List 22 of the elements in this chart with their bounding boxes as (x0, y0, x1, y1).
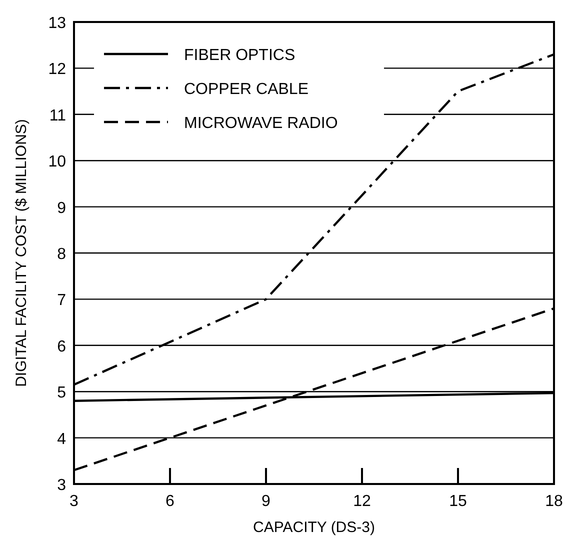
x-tick-label: 18 (545, 493, 563, 510)
x-tick-label: 6 (166, 493, 175, 510)
y-tick-label: 8 (57, 246, 66, 263)
y-tick-label: 11 (49, 107, 66, 124)
y-tick-label: 10 (48, 154, 66, 171)
y-tick-label: 6 (57, 338, 66, 356)
x-tick-label: 12 (353, 493, 371, 510)
y-tick-label: 12 (48, 61, 66, 78)
x-tick-label: 3 (70, 493, 79, 510)
legend-label: MICROWAVE RADIO (184, 115, 338, 132)
y-tick-label: 4 (57, 430, 66, 448)
x-tick-label: 9 (262, 493, 271, 510)
y-axis-title: DIGITAL FACILITY COST ($ MILLIONS) (13, 119, 30, 387)
y-tick-label: 3 (57, 477, 66, 494)
y-tick-label: 13 (48, 15, 66, 32)
legend-label: FIBER OPTICS (184, 47, 296, 64)
y-tick-label: 7 (57, 292, 66, 310)
y-tick-label: 5 (57, 384, 66, 402)
x-axis-title: CAPACITY (DS-3) (253, 519, 375, 536)
y-tick-label: 9 (57, 200, 66, 217)
x-tick-label: 15 (449, 493, 467, 510)
legend-label: COPPER CABLE (184, 81, 308, 98)
